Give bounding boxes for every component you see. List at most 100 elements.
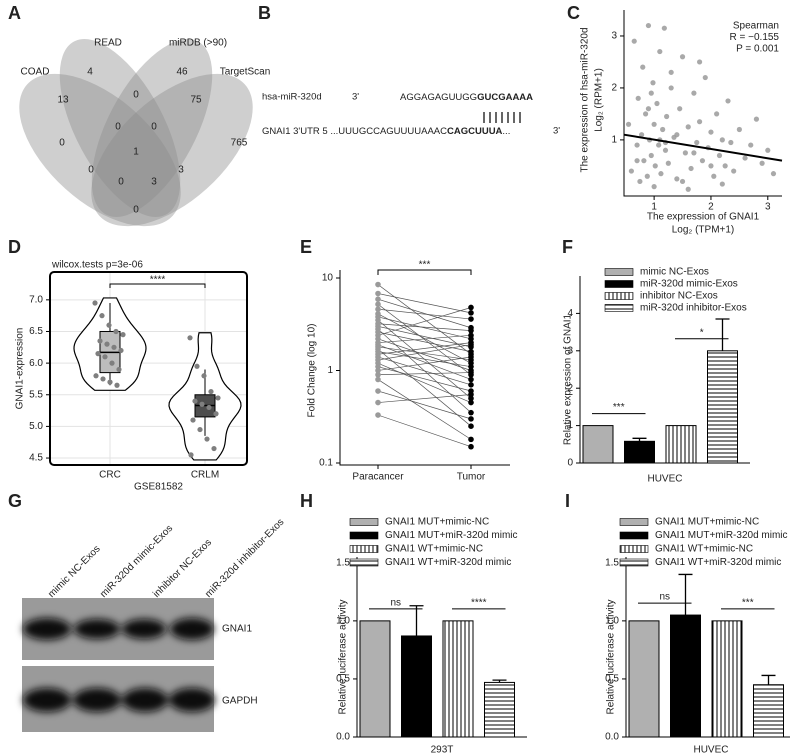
x-tick-label: Paracancer <box>352 472 404 483</box>
point <box>375 301 381 308</box>
legend-swatch <box>604 292 634 300</box>
point <box>109 360 115 366</box>
point <box>685 186 691 192</box>
pair-line <box>377 356 472 386</box>
error-bar <box>409 605 424 636</box>
region-count: 46 <box>176 67 188 78</box>
point <box>660 126 666 133</box>
trend-line <box>623 133 783 162</box>
point <box>95 351 101 357</box>
point <box>634 142 640 148</box>
pairing <box>483 112 521 123</box>
utr-site: CAGCUUUA <box>447 126 503 137</box>
point <box>639 132 645 138</box>
point <box>375 376 381 383</box>
x-tick-label: 1 <box>651 202 657 213</box>
point <box>645 106 652 112</box>
region-count: 1 <box>133 147 139 158</box>
pair-line <box>377 308 472 320</box>
set-label: READ <box>94 38 122 49</box>
region-count: 765 <box>231 138 248 149</box>
y-tick-label: 5.0 <box>29 421 43 432</box>
legend-label: GNAI1 WT+mimic-NC <box>385 544 483 555</box>
point <box>468 316 474 322</box>
legend-label: GNAI1 WT+miR-320d mimic <box>655 557 781 568</box>
y-tick-label: 0.5 <box>336 674 350 685</box>
x-axis-label: Log₂ (TPM+1) <box>672 225 735 236</box>
pair-line <box>377 298 472 329</box>
mirna-seq: AGGAGAGUUGG <box>400 92 477 103</box>
legend-swatch <box>619 545 649 553</box>
point <box>468 409 474 416</box>
point <box>770 171 777 177</box>
point <box>708 163 714 169</box>
point <box>635 95 641 101</box>
point <box>637 178 643 185</box>
y-tick-label: 0.1 <box>319 458 333 469</box>
significance-label: **** <box>150 275 166 286</box>
legend-swatch <box>619 518 649 526</box>
point <box>375 306 381 312</box>
point <box>468 363 474 370</box>
pair-line <box>377 334 472 344</box>
point <box>211 445 217 452</box>
bar <box>359 620 391 738</box>
point <box>719 181 725 187</box>
region-count: 75 <box>190 95 202 106</box>
point <box>665 160 671 166</box>
y-tick-label: 1 <box>611 135 617 146</box>
pair-line <box>377 362 472 403</box>
point <box>468 399 474 406</box>
annotation: R = −0.155 <box>730 32 780 43</box>
pair-line <box>377 372 472 376</box>
significance-label: * <box>700 327 704 338</box>
point <box>375 336 381 342</box>
y-tick-label: 0.5 <box>605 674 619 685</box>
pair-line <box>377 293 472 314</box>
mirna-sequence: AGGAGAGUUGGGUCGAAAA <box>400 92 533 103</box>
point <box>468 341 474 348</box>
y-tick-label: 4.5 <box>29 453 43 464</box>
error-bar <box>492 679 507 683</box>
x-tick-label: Tumor <box>457 472 486 483</box>
point <box>468 354 474 360</box>
point <box>102 354 108 360</box>
point <box>375 412 381 418</box>
legend-label: GNAI1 MUT+miR-320d mimic <box>385 530 518 541</box>
lane-label: mimic NC-Exos <box>46 543 102 599</box>
point <box>97 338 103 344</box>
y-tick-label: 3 <box>611 31 617 42</box>
point <box>206 404 212 411</box>
annotation: Spearman <box>733 21 779 32</box>
pair-line <box>377 379 472 440</box>
point <box>679 54 686 60</box>
legend-label: GNAI1 MUT+mimic-NC <box>655 517 759 528</box>
pair-line <box>377 346 472 361</box>
pair-line <box>377 326 472 348</box>
x-tick-label: 2 <box>708 202 714 213</box>
region-count: 0 <box>59 138 65 149</box>
bands <box>23 618 214 640</box>
point <box>708 129 714 135</box>
panel-label: I <box>565 491 570 511</box>
pair-line <box>377 351 472 368</box>
point <box>468 332 474 339</box>
y-axis-label: GNAI1-expression <box>15 328 26 410</box>
point <box>650 80 656 86</box>
point <box>668 69 674 75</box>
point <box>696 59 703 65</box>
panel-label: F <box>562 237 573 257</box>
point <box>375 399 381 406</box>
point <box>93 373 99 379</box>
legend-swatch <box>619 558 649 567</box>
y-tick-label: 2 <box>567 383 573 394</box>
point <box>645 22 652 29</box>
point <box>375 367 381 374</box>
point <box>628 168 634 174</box>
point <box>213 411 219 417</box>
region-count: 13 <box>57 95 69 106</box>
point <box>468 327 474 334</box>
legend-swatch <box>349 545 379 553</box>
point <box>468 395 474 402</box>
pair-line <box>377 344 472 380</box>
